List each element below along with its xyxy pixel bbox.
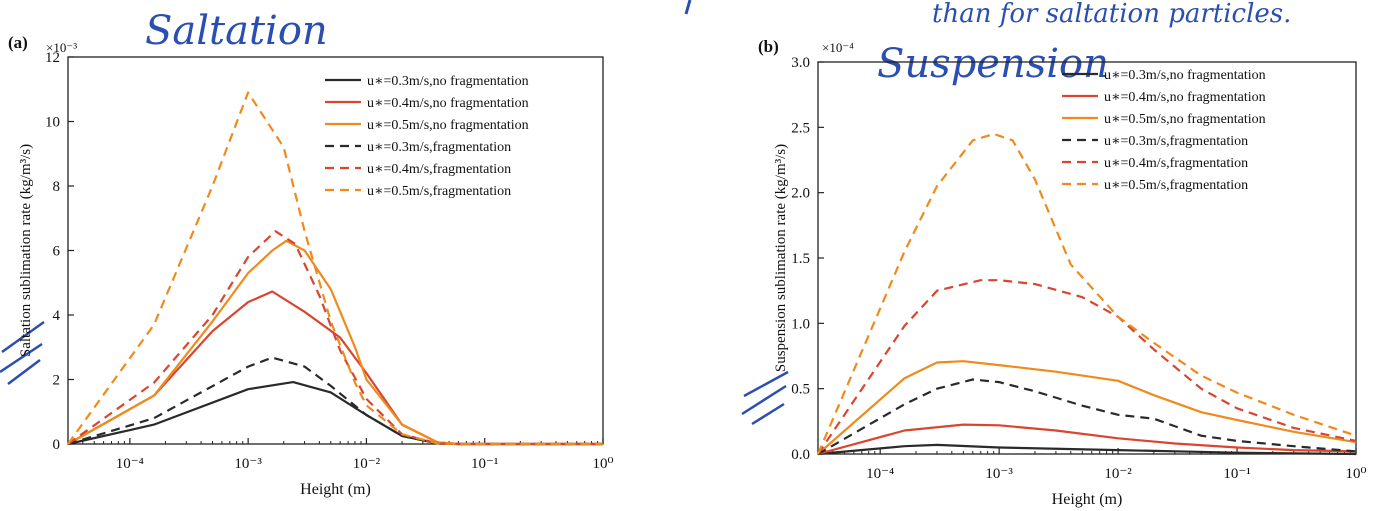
series-line-6	[67, 91, 603, 446]
handwritten-saltation: Saltation	[145, 8, 328, 54]
x-axis-label: Height (m)	[300, 481, 371, 498]
series-line-3	[67, 239, 603, 446]
y-tick-label: 10	[45, 115, 60, 131]
panel-a: (a) ×10⁻³ 0 2 4 6 8 10 12 10⁻⁴ 10⁻³ 10⁻² 10⁻¹ 10⁰ Heig…	[8, 33, 614, 498]
plot-frame	[67, 56, 604, 445]
y-tick-label: 0.5	[791, 382, 810, 398]
pen-scribble-right	[741, 370, 789, 426]
series-line-4	[817, 378, 1357, 455]
y-multiplier: ×10⁻³	[46, 40, 77, 55]
x-tick-label: 10⁰	[592, 456, 613, 472]
y-tick-label: 6	[53, 244, 61, 260]
x-tick-label: 10⁻²	[353, 456, 381, 472]
legend-label-3: u∗=0.5m/s,no fragmentation	[367, 118, 529, 133]
legend-label-5: u∗=0.4m/s,fragmentation	[367, 162, 511, 177]
x-tick-label: 10⁰	[1345, 466, 1366, 482]
panel-label: (b)	[758, 37, 779, 56]
legend-label-3: u∗=0.5m/s,no fragmentation	[1104, 112, 1266, 127]
plot-frame	[817, 61, 1357, 455]
legend-label-4: u∗=0.3m/s,fragmentation	[367, 140, 511, 155]
series-line-5	[817, 279, 1357, 455]
y-tick-label: 2.5	[791, 120, 810, 136]
y-tick-label: 2	[53, 373, 61, 389]
y-tick-label: 3.0	[791, 55, 810, 71]
legend-label-2: u∗=0.4m/s,no fragmentation	[1104, 90, 1266, 105]
x-axis-label: Height (m)	[1052, 491, 1123, 508]
legend-label-6: u∗=0.5m/s,fragmentation	[1104, 178, 1248, 193]
pen-scribble-left	[0, 320, 45, 385]
y-tick-label: 2.0	[791, 186, 810, 202]
legend-label-6: u∗=0.5m/s,fragmentation	[367, 184, 511, 199]
x-tick-label: 10⁻³	[234, 456, 262, 472]
handwritten-note: than for saltation particles.	[932, 0, 1291, 29]
x-tick-label: 10⁻⁴	[866, 466, 894, 482]
y-tick-label: 1.0	[791, 316, 810, 332]
series-line-3	[817, 360, 1357, 455]
x-tick-label: 10⁻¹	[471, 456, 498, 472]
y-tick-label: 1.5	[791, 251, 810, 267]
y-multiplier: ×10⁻⁴	[822, 40, 854, 55]
series-line-1	[817, 443, 1357, 456]
y-tick-label: 0	[53, 437, 61, 453]
x-tick-label: 10⁻³	[985, 466, 1013, 482]
legend-label-1: u∗=0.3m/s,no fragmentation	[1104, 68, 1266, 83]
y-axis-label: Suspension sublimation rate (kg/m³/s)	[773, 144, 789, 372]
y-axis-label: Saltation sublimation rate (kg/m³/s)	[18, 144, 34, 357]
series-line-1	[67, 381, 603, 446]
series-line-2	[67, 290, 603, 446]
series-line-6	[816, 132, 1357, 455]
series-line-5	[67, 230, 603, 446]
x-tick-label: 10⁻⁴	[116, 456, 144, 472]
series-line-4	[67, 356, 603, 446]
y-tick-label: 0.0	[791, 447, 810, 463]
pen-stroke-top	[684, 0, 692, 15]
handwritten-suspension: Suspension	[877, 41, 1109, 87]
x-tick-label: 10⁻²	[1104, 466, 1132, 482]
series-line-2	[817, 423, 1357, 456]
legend-label-5: u∗=0.4m/s,fragmentation	[1104, 156, 1248, 171]
legend-label-1: u∗=0.3m/s,no fragmentation	[367, 74, 529, 89]
y-tick-label: 12	[45, 50, 60, 66]
panel-label: (a)	[8, 33, 28, 52]
x-tick-label: 10⁻¹	[1223, 466, 1250, 482]
panel-b: (b) ×10⁻⁴ 0.0 0.5 1.0 1.5 2.0 2.5 3.0 10⁻⁴ 10⁻³ 10⁻…	[758, 37, 1367, 508]
y-tick-label: 4	[53, 308, 61, 324]
legend-label-4: u∗=0.3m/s,fragmentation	[1104, 134, 1248, 149]
y-tick-label: 8	[53, 179, 61, 195]
legend-label-2: u∗=0.4m/s,no fragmentation	[367, 96, 529, 111]
